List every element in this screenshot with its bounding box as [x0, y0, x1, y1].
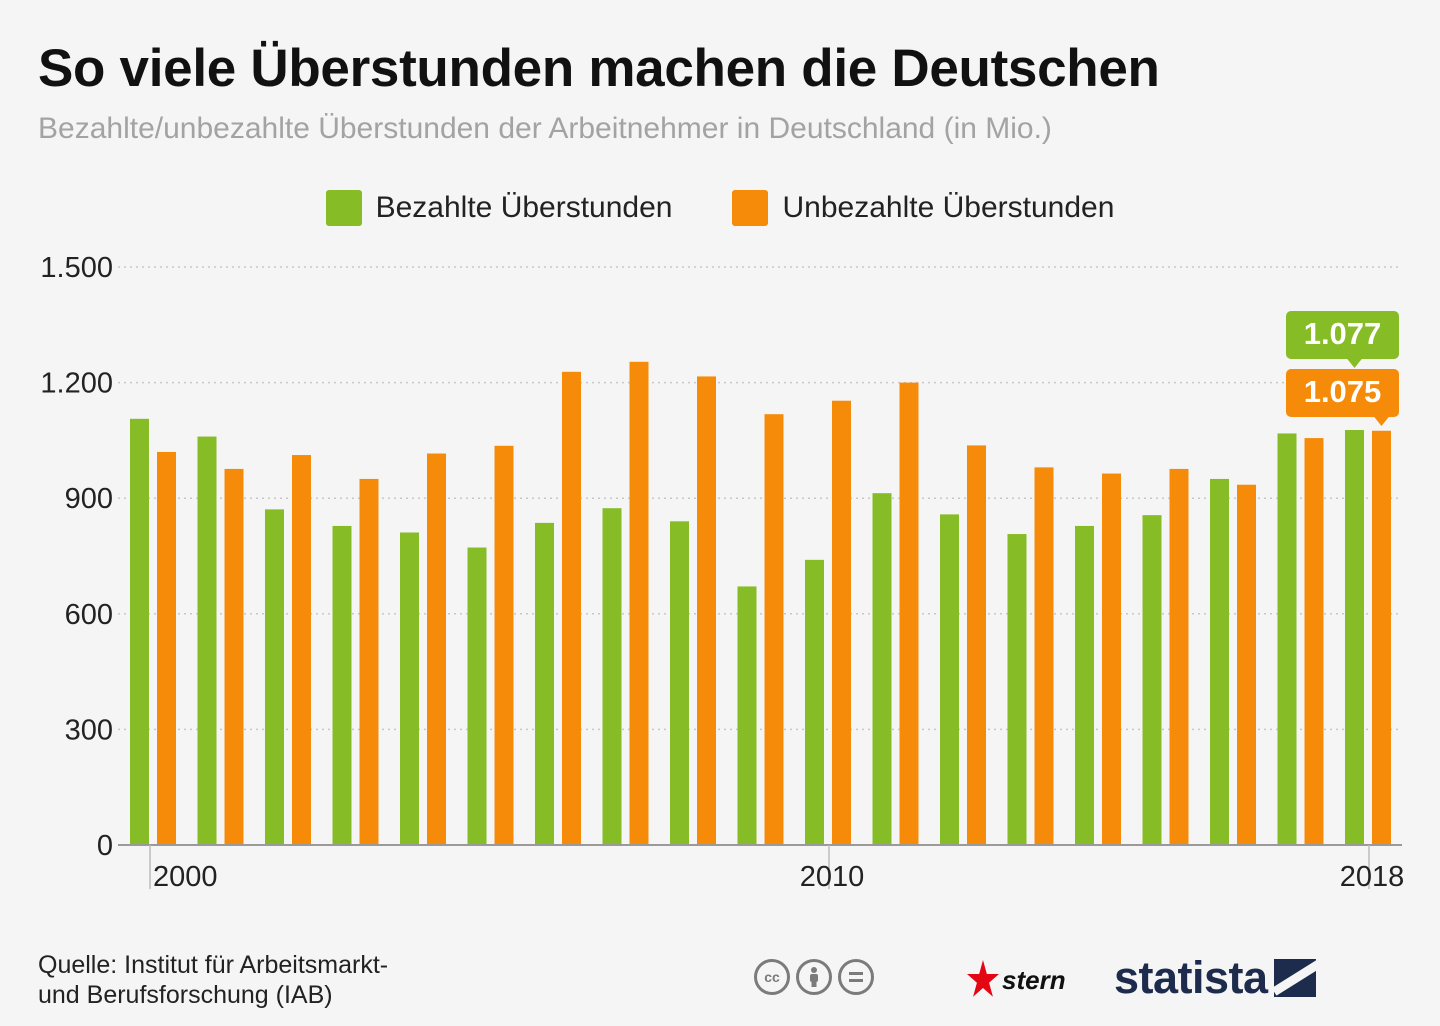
bar-unpaid-2013 [1034, 467, 1054, 845]
bar-paid-2015 [1142, 515, 1162, 845]
bar-unpaid-2018 [1372, 430, 1391, 845]
bar-paid-2018 [1345, 429, 1364, 845]
legend-item-unpaid: Unbezahlte Überstunden [732, 190, 1114, 226]
source-note: Quelle: Institut für Arbeitsmarkt- und B… [38, 950, 458, 1010]
annotation-box-paid [1286, 311, 1399, 359]
x-tick-label: 2000 [153, 861, 218, 893]
bar-paid-2003 [332, 525, 352, 845]
annotation-label-paid: 1.077 [1304, 316, 1382, 351]
attribution-icon [796, 959, 832, 995]
bar-paid-2001 [197, 436, 217, 845]
annotation-label-unpaid: 1.075 [1304, 374, 1382, 409]
x-tick-label: 2010 [800, 861, 865, 893]
bar-unpaid-2011 [899, 382, 919, 845]
bar-unpaid-2012 [967, 445, 986, 845]
page-title: So viele Überstunden machen die Deutsche… [38, 39, 1160, 98]
bar-unpaid-2017 [1304, 438, 1324, 845]
stern-star-icon [967, 960, 999, 997]
bar-paid-2016 [1210, 478, 1229, 845]
bar-paid-2013 [1007, 534, 1027, 845]
annotation-box-unpaid [1286, 369, 1399, 417]
bar-unpaid-2007 [629, 361, 649, 845]
y-tick-label: 300 [65, 714, 113, 746]
statista-mark-icon [1273, 959, 1316, 997]
bar-unpaid-2016 [1237, 484, 1256, 845]
legend-item-paid: Bezahlte Überstunden [325, 190, 673, 226]
y-tick-label: 1.200 [40, 368, 113, 400]
bar-unpaid-2004 [427, 453, 446, 845]
bar-paid-2007 [602, 508, 622, 845]
bar-paid-2010 [805, 559, 824, 845]
bar-paid-2008 [670, 521, 689, 845]
bar-paid-2002 [265, 509, 284, 845]
page-subtitle: Bezahlte/unbezahlte Überstunden der Arbe… [38, 112, 1052, 145]
bar-unpaid-2009 [764, 414, 784, 845]
license-icons: cc [754, 959, 874, 995]
y-tick-label: 1.500 [40, 252, 113, 284]
y-tick-label: 600 [65, 599, 113, 631]
annotation-pointer-paid [1346, 358, 1363, 368]
bar-unpaid-2001 [224, 468, 244, 845]
person-icon [810, 967, 818, 987]
source-line-2: und Berufsforschung (IAB) [38, 981, 333, 1009]
stern-logo: stern [967, 960, 1066, 1000]
bar-unpaid-2015 [1169, 468, 1189, 845]
no-derivatives-icon [838, 959, 874, 995]
statista-logo: statista [1114, 952, 1316, 1004]
legend-swatch-unpaid [732, 190, 769, 226]
x-tick-label: 2018 [1340, 861, 1405, 893]
bar-paid-2011 [872, 493, 892, 845]
bar-unpaid-2006 [562, 371, 581, 845]
bar-unpaid-2008 [697, 376, 716, 845]
bar-unpaid-2005 [494, 445, 514, 845]
bar-paid-2012 [940, 514, 959, 845]
source-line-1: Quelle: Institut für Arbeitsmarkt- [38, 951, 389, 979]
y-tick-label: 900 [65, 483, 113, 515]
annotation-pointer-unpaid [1373, 416, 1390, 426]
bar-paid-2017 [1277, 433, 1297, 845]
bar-paid-2000 [130, 418, 149, 845]
bar-unpaid-2002 [292, 455, 311, 845]
bar-paid-2004 [400, 532, 419, 845]
bar-paid-2009 [737, 586, 757, 845]
bar-paid-2006 [535, 522, 554, 845]
bar-unpaid-2010 [832, 400, 851, 845]
bar-unpaid-2000 [157, 451, 176, 845]
bar-unpaid-2003 [359, 478, 379, 845]
legend-label-paid: Bezahlte Überstunden [375, 191, 673, 224]
bar-paid-2014 [1075, 525, 1094, 845]
y-tick-label: 0 [97, 830, 113, 862]
stern-wordmark: stern [1002, 964, 1066, 995]
bar-unpaid-2014 [1102, 473, 1121, 845]
legend-label-unpaid: Unbezahlte Überstunden [782, 191, 1115, 224]
statista-wordmark: statista [1114, 952, 1268, 1003]
chart-legend: Bezahlte Überstunden Unbezahlte Überstun… [0, 190, 1440, 226]
creative-commons-icon: cc [754, 959, 790, 995]
legend-swatch-paid [325, 190, 362, 226]
bar-paid-2005 [467, 547, 487, 845]
equals-icon [849, 972, 863, 982]
